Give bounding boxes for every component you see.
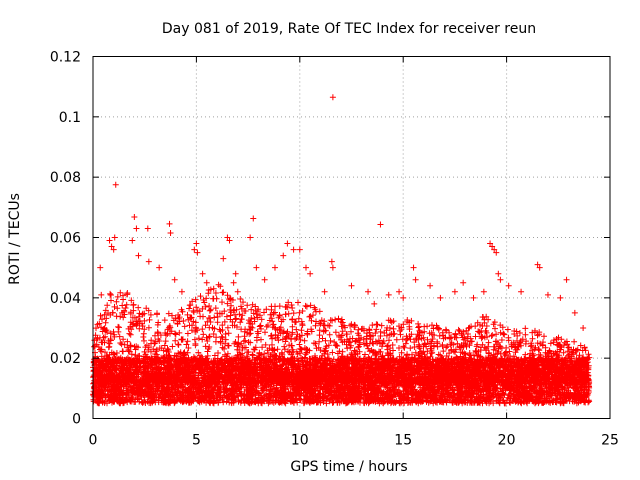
- data-point: [199, 270, 206, 277]
- data-point: [108, 243, 115, 250]
- data-point: [224, 234, 231, 241]
- data-point: [106, 237, 113, 244]
- y-tick-label: 0.08: [50, 170, 81, 186]
- data-point: [580, 325, 587, 331]
- data-point: [571, 309, 578, 316]
- data-point: [493, 249, 500, 256]
- data-point: [329, 94, 336, 101]
- y-tick-label: 0.04: [50, 291, 81, 307]
- data-point: [280, 252, 287, 259]
- x-axis-label: GPS time / hours: [290, 459, 407, 475]
- y-tick-label: 0.12: [50, 50, 81, 66]
- data-point: [110, 246, 117, 253]
- chart-title: Day 081 of 2019, Rate Of TEC Index for r…: [162, 21, 536, 37]
- data-point: [253, 264, 260, 271]
- data-point: [328, 258, 335, 265]
- data-point-cloud: [90, 281, 593, 407]
- data-points: [90, 94, 593, 407]
- data-point: [296, 246, 303, 253]
- data-point: [144, 225, 151, 232]
- data-point: [234, 288, 241, 295]
- data-point: [348, 282, 355, 289]
- data-point: [247, 234, 254, 241]
- data-point: [329, 264, 336, 271]
- data-point: [145, 258, 152, 265]
- y-tick-label: 0.1: [59, 110, 81, 126]
- data-point: [191, 246, 198, 253]
- x-tick-label: 0: [89, 433, 98, 449]
- x-tick-label: 10: [291, 433, 309, 449]
- data-point: [534, 261, 541, 268]
- data-point: [491, 246, 498, 253]
- y-tick-label: 0: [72, 412, 81, 428]
- x-tick-label: 20: [498, 433, 516, 449]
- data-point: [203, 279, 210, 286]
- data-point: [563, 276, 570, 283]
- data-point: [410, 264, 417, 271]
- data-point: [98, 291, 105, 298]
- data-point: [171, 276, 178, 283]
- x-tick-label: 15: [394, 433, 412, 449]
- data-point: [226, 237, 233, 244]
- data-point: [250, 215, 257, 222]
- data-point: [412, 276, 419, 283]
- data-point: [232, 270, 239, 277]
- data-point: [505, 282, 512, 289]
- x-tick-label: 25: [601, 433, 619, 449]
- data-point: [193, 240, 200, 247]
- data-point: [97, 264, 104, 271]
- data-point: [307, 270, 314, 277]
- data-point: [377, 221, 384, 228]
- data-point: [400, 294, 407, 301]
- data-point: [518, 288, 525, 295]
- data-point: [156, 264, 163, 271]
- data-point: [135, 252, 142, 259]
- data-point: [303, 264, 310, 271]
- data-point: [451, 288, 458, 295]
- axes: 0 5 10 15 20 25 0 0.02 0.04 0.06 0.08 0.1 0.12: [50, 50, 619, 449]
- data-point: [167, 229, 174, 236]
- y-tick-label: 0.02: [50, 351, 81, 367]
- data-point: [427, 282, 434, 289]
- data-point: [131, 213, 138, 220]
- data-point: [112, 181, 119, 188]
- data-point: [230, 279, 237, 286]
- data-point: [385, 291, 392, 298]
- x-tick-label: 5: [192, 433, 201, 449]
- data-point: [220, 255, 227, 262]
- data-point: [371, 300, 378, 307]
- data-point: [489, 243, 496, 250]
- data-point: [178, 288, 185, 295]
- data-point: [321, 288, 328, 295]
- data-point: [284, 240, 291, 247]
- y-tick-label: 0.06: [50, 231, 81, 247]
- data-point: [396, 288, 403, 295]
- data-point: [480, 288, 487, 295]
- data-point: [497, 276, 504, 283]
- data-point: [365, 288, 372, 295]
- data-point: [536, 264, 543, 271]
- data-point: [557, 294, 564, 301]
- data-point: [437, 294, 444, 301]
- data-point: [470, 294, 477, 301]
- data-point: [133, 225, 140, 232]
- data-point: [271, 264, 278, 271]
- data-point: [460, 279, 467, 286]
- data-point: [194, 249, 201, 256]
- y-axis-label: ROTI / TECUs: [7, 193, 23, 285]
- data-point: [290, 246, 297, 253]
- data-point: [495, 270, 502, 277]
- data-point: [111, 234, 118, 241]
- data-point: [261, 276, 268, 283]
- data-point: [166, 220, 173, 227]
- data-point: [129, 237, 136, 244]
- data-point: [544, 291, 551, 298]
- data-point: [487, 240, 494, 247]
